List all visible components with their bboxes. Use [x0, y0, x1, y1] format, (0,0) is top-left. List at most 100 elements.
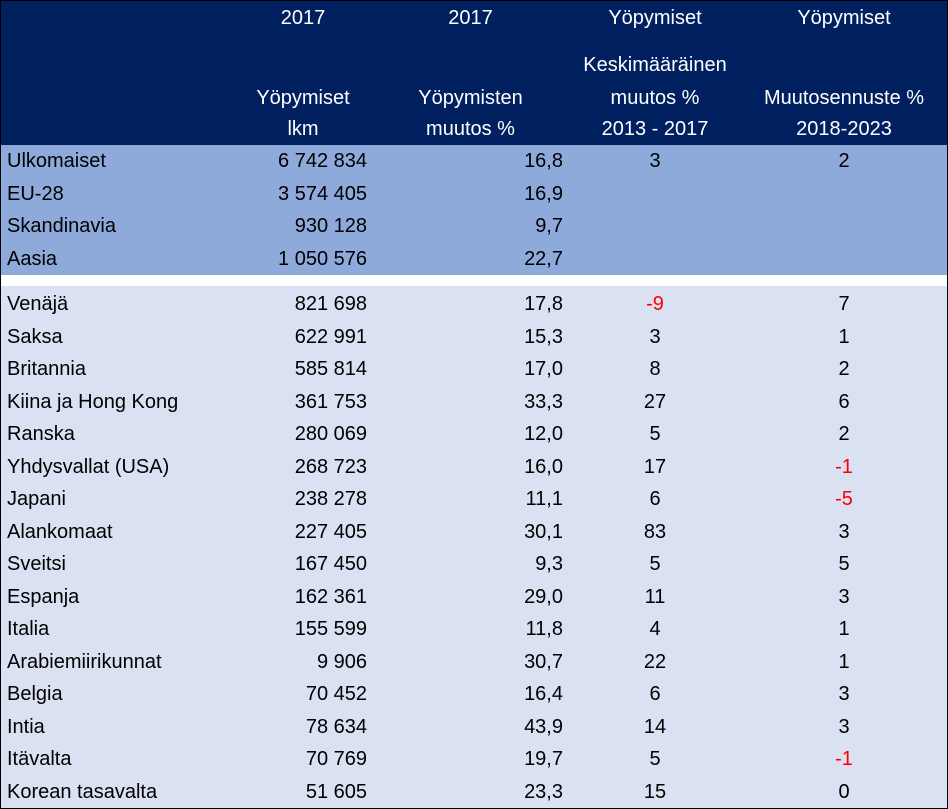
row-count: 268 723 — [294, 455, 367, 478]
row-count: 1 050 576 — [278, 247, 367, 270]
row-avg-change: 17 — [643, 455, 667, 478]
row-forecast: 3 — [838, 715, 850, 738]
row-avg-change: 15 — [643, 780, 667, 803]
row-name: Korean tasavalta — [7, 780, 158, 803]
row-forecast: -5 — [835, 488, 853, 510]
row-avg-change: 3 — [649, 150, 661, 172]
row-forecast: 1 — [838, 650, 850, 673]
row-count: 70 452 — [305, 683, 367, 705]
row-forecast: 3 — [838, 585, 850, 608]
header-forecast-line: Muutosennuste % — [763, 87, 925, 109]
row-name: Espanja — [7, 585, 80, 608]
row-forecast: -1 — [835, 748, 853, 770]
row-count: 3 574 405 — [278, 182, 367, 205]
row-change: 16,0 — [524, 455, 563, 478]
row-count: 9 906 — [316, 650, 367, 673]
table-row: Ulkomaiset 6 742 834 16,8 3 2 — [1, 145, 947, 178]
table-row: EU-28 3 574 405 16,9 — [1, 177, 947, 211]
row-change: 30,1 — [524, 520, 563, 543]
row-forecast: 7 — [838, 293, 850, 315]
row-count: 162 361 — [294, 585, 367, 608]
row-avg-change: 83 — [643, 520, 667, 543]
row-change: 19,7 — [524, 748, 563, 770]
table-row: Arabiemiirikunnat 9 906 30,7 22 1 — [1, 646, 947, 679]
header-change: 2017 Yöpymisten muutos % — [393, 1, 548, 145]
row-count: 622 991 — [294, 325, 367, 348]
row-change: 12,0 — [524, 423, 563, 445]
row-forecast: 6 — [838, 390, 850, 413]
row-avg-change: 27 — [643, 390, 667, 413]
row-change: 22,7 — [524, 247, 563, 270]
header-count-line: lkm — [287, 118, 319, 140]
header-forecast: Yöpymiset Muutosennuste % 2018-2023 — [749, 1, 939, 145]
row-forecast — [749, 210, 939, 243]
row-avg-change: 6 — [649, 488, 661, 510]
table-row: Korean tasavalta 51 605 23,3 15 0 — [1, 776, 947, 809]
row-forecast: 0 — [838, 780, 850, 803]
table-row: Kiina ja Hong Kong 361 753 33,3 27 6 — [1, 386, 947, 419]
row-name: Italia — [7, 618, 50, 640]
header-change-line: muutos % — [426, 118, 515, 140]
row-name: Venäjä — [7, 293, 69, 315]
section-gap — [1, 275, 947, 286]
row-count: 51 605 — [305, 780, 367, 803]
table-row: Itävalta 70 769 19,7 5 -1 — [1, 743, 947, 776]
row-avg-change: 4 — [649, 618, 661, 640]
header-count: 2017 Yöpymiset lkm — [213, 1, 393, 145]
row-avg-change: 5 — [649, 553, 661, 575]
table-row: Ranska 280 069 12,0 5 2 — [1, 418, 947, 451]
row-forecast: 3 — [838, 683, 850, 705]
header-forecast-line: Yöpymiset — [797, 7, 891, 29]
row-forecast — [749, 243, 939, 276]
row-count: 585 814 — [294, 358, 367, 380]
table-row: Italia 155 599 11,8 4 1 — [1, 613, 947, 646]
row-change: 30,7 — [524, 650, 563, 673]
row-avg-change — [566, 243, 744, 276]
row-name: Intia — [7, 715, 45, 738]
row-name: Sveitsi — [7, 553, 66, 575]
row-change: 23,3 — [524, 780, 563, 803]
row-name: Ulkomaiset — [7, 150, 106, 172]
table-row: Espanja 162 361 29,0 11 3 — [1, 581, 947, 614]
row-count: 930 128 — [294, 215, 367, 237]
table-row: Belgia 70 452 16,4 6 3 — [1, 678, 947, 711]
row-forecast: 1 — [838, 325, 850, 348]
row-name: Arabiemiirikunnat — [7, 650, 162, 673]
row-forecast: -1 — [835, 455, 853, 478]
header-avg-line: muutos % — [610, 87, 700, 109]
row-change: 16,8 — [524, 150, 563, 172]
row-name: Kiina ja Hong Kong — [7, 390, 179, 413]
row-avg-change: 5 — [649, 423, 661, 445]
row-forecast: 2 — [838, 358, 850, 380]
row-forecast — [749, 178, 939, 211]
row-forecast: 3 — [838, 520, 850, 543]
row-count: 78 634 — [305, 715, 367, 738]
row-change: 16,4 — [524, 683, 563, 705]
table-header: 2017 Yöpymiset lkm 2017 Yöpymisten muuto… — [1, 1, 947, 145]
row-name: Aasia — [7, 247, 58, 270]
row-avg-change: 5 — [649, 748, 661, 770]
row-forecast: 1 — [838, 618, 850, 640]
row-avg-change: 14 — [643, 715, 667, 738]
row-change: 17,0 — [524, 358, 563, 380]
row-count: 280 069 — [294, 423, 367, 445]
row-avg-change: 3 — [649, 325, 661, 348]
table-row: Intia 78 634 43,9 14 3 — [1, 711, 947, 744]
row-name: Belgia — [7, 683, 63, 705]
row-forecast: 2 — [838, 423, 850, 445]
row-avg-change: 11 — [644, 585, 666, 608]
header-avg-line: 2013 - 2017 — [601, 118, 709, 140]
row-count: 155 599 — [294, 618, 367, 640]
table-row: Yhdysvallat (USA) 268 723 16,0 17 -1 — [1, 451, 947, 484]
row-avg-change — [566, 210, 744, 243]
header-avg-line: Yöpymiset — [608, 7, 702, 29]
row-name: Itävalta — [7, 748, 72, 770]
row-change: 11,1 — [525, 488, 563, 510]
row-count: 821 698 — [294, 293, 367, 315]
row-count: 361 753 — [294, 390, 367, 413]
row-change: 9,3 — [535, 553, 563, 575]
row-change: 9,7 — [535, 215, 563, 237]
table-row: Sveitsi 167 450 9,3 5 5 — [1, 548, 947, 581]
header-avg-line: Keskimääräinen — [583, 54, 727, 76]
